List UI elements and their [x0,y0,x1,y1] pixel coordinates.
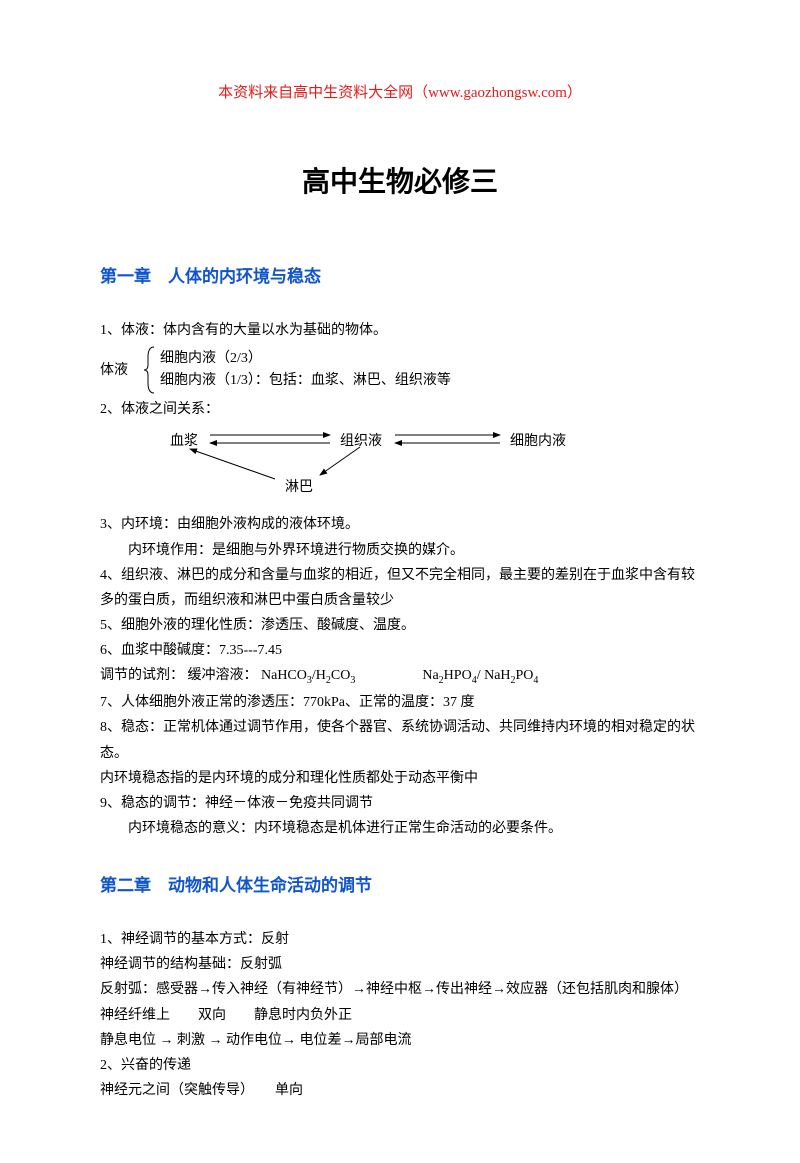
diagram-node-cell: 细胞内液 [510,429,566,454]
ch2-point-3: 反射弧：感受器→传入神经（有神经节）→神经中枢→传出神经→效应器（还包括肌肉和腺… [100,977,700,1002]
fluid-brace-diagram: 体液 细胞内液（2/3） 细胞内液（1/3）：包括：血浆、淋巴、组织液等 [100,345,700,395]
ch1-point-1: 1、体液：体内含有的大量以水为基础的物体。 [100,318,700,343]
document-title: 高中生物必修三 [100,157,700,207]
formula-part: 调节的试剂： 缓冲溶液： NaHCO [100,668,307,683]
ch1-point-7: 7、人体细胞外液正常的渗透压：770kPa、正常的温度：37 度 [100,690,700,715]
ch2-point-2: 神经调节的结构基础：反射弧 [100,952,700,977]
ch1-point-2: 2、体液之间关系： [100,397,700,422]
formula-part: PO [516,668,534,683]
ch1-point-3b: 内环境作用：是细胞与外界环境进行物质交换的媒介。 [100,538,700,563]
formula-part: CO [331,668,350,683]
formula-part: / NaH [477,668,511,683]
ch1-point-9: 9、稳态的调节：神经－体液－免疫共同调节 [100,791,700,816]
formula-part: HPO [444,668,472,683]
ch1-point-6: 6、血浆中酸碱度：7.35---7.45 [100,638,700,663]
ch1-point-4: 4、组织液、淋巴的成分和含量与血浆的相近，但又不完全相同，最主要的差别在于血浆中… [100,563,700,613]
diagram-node-plasma: 血浆 [170,429,198,454]
ch1-point-8: 8、稳态：正常机体通过调节作用，使各个器官、系统协调活动、共同维持内环境的相对稳… [100,715,700,765]
source-attribution: 本资料来自高中生资料大全网（www.gaozhongsw.com） [100,80,700,107]
chapter-1-title: 第一章 人体的内环境与稳态 [100,262,700,293]
chapter-2-title: 第二章 动物和人体生命活动的调节 [100,871,700,902]
left-brace-icon [140,345,160,395]
ch1-point-3: 3、内环境：由细胞外液构成的液体环境。 [100,512,700,537]
brace-item-bottom: 细胞内液（1/3）：包括：血浆、淋巴、组织液等 [160,370,451,392]
ch2-point-7: 神经元之间（突触传导） 单向 [100,1078,700,1103]
diagram-node-tissue: 组织液 [340,429,382,454]
brace-item-top: 细胞内液（2/3） [160,348,451,370]
ch1-point-8b: 内环境稳态指的是内环境的成分和理化性质都处于动态平衡中 [100,766,700,791]
fluid-relation-diagram: 血浆 组织液 细胞内液 淋巴 [160,427,700,507]
formula-part: Na [422,668,438,683]
ch2-point-6: 2、兴奋的传递 [100,1053,700,1078]
formula-part: /H [312,668,326,683]
diagram-node-lymph: 淋巴 [285,475,313,500]
document-page: 本资料来自高中生资料大全网（www.gaozhongsw.com） 高中生物必修… [0,0,800,1163]
brace-label: 体液 [100,358,140,383]
ch2-point-4: 神经纤维上 双向 静息时内负外正 [100,1003,700,1028]
ch2-point-5: 静息电位 → 刺激 → 动作电位→ 电位差→局部电流 [100,1028,700,1053]
ch2-point-1: 1、神经调节的基本方式：反射 [100,927,700,952]
ch1-point-5: 5、细胞外液的理化性质：渗透压、酸碱度、温度。 [100,613,700,638]
ch1-point-9b: 内环境稳态的意义：内环境稳态是机体进行正常生命活动的必要条件。 [100,816,700,841]
ch1-point-6b: 调节的试剂： 缓冲溶液： NaHCO3/H2CO3 Na2HPO4/ NaH2P… [100,663,700,690]
